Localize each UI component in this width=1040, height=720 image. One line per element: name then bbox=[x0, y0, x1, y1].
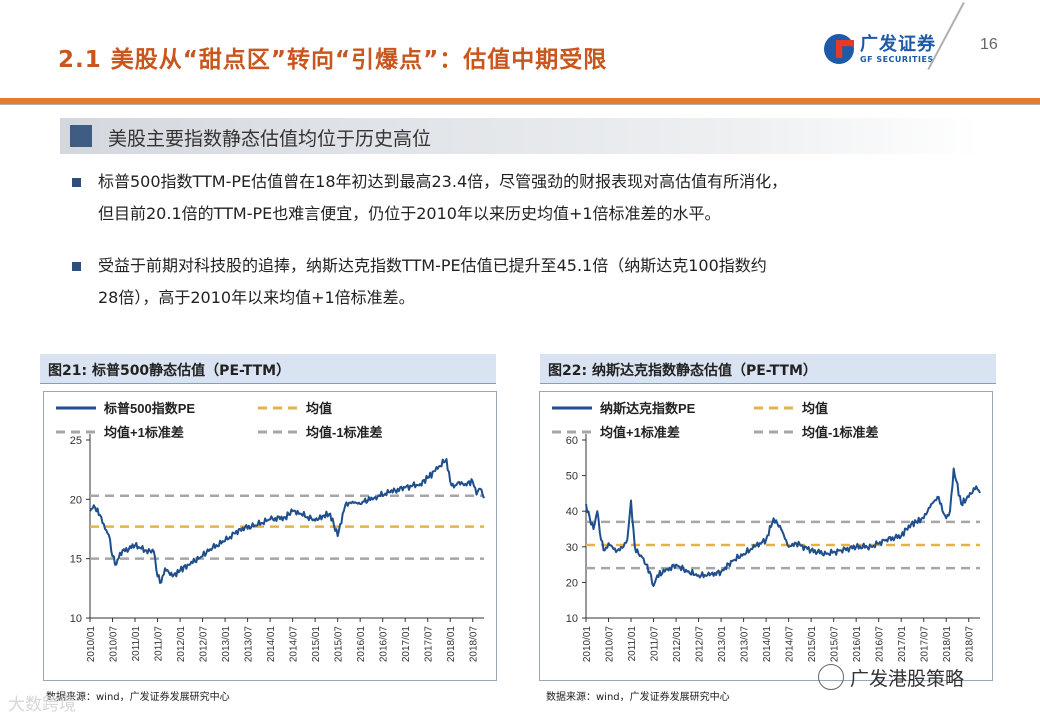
x-tick-label: 2016/07 bbox=[379, 626, 390, 663]
x-tick-label: 2018/07 bbox=[469, 626, 480, 663]
watermark-left: 大数跨境 bbox=[8, 695, 76, 715]
x-tick-label: 2011/01 bbox=[627, 626, 638, 662]
section-title: 美股主要指数静态估值均位于历史高位 bbox=[108, 128, 432, 150]
wechat-icon bbox=[818, 664, 844, 690]
y-tick-label: 10 bbox=[70, 613, 82, 625]
x-tick-label: 2014/07 bbox=[289, 626, 300, 663]
x-tick-label: 2012/01 bbox=[672, 626, 683, 663]
bullet-text-1: 标普500指数TTM-PE估值曾在18年初达到最高23.4倍，尽管强劲的财报表现… bbox=[98, 166, 998, 230]
header-accent-bar bbox=[0, 98, 1040, 105]
x-tick-label: 2011/07 bbox=[154, 626, 165, 662]
figure-21-title: 图21: 标普500静态估值（PE-TTM） bbox=[48, 363, 291, 379]
bullet-2-line-1: 受益于前期对科技股的追捧，纳斯达克指数TTM-PE估值已提升至45.1倍（纳斯达… bbox=[98, 256, 767, 275]
y-tick-label: 50 bbox=[566, 471, 578, 483]
y-tick-label: 10 bbox=[566, 613, 578, 625]
legend-label: 均值 bbox=[306, 401, 332, 416]
logo-chinese-text: 广发证券 bbox=[860, 34, 936, 55]
company-logo: 广发证券 GF SECURITIES bbox=[824, 28, 964, 74]
x-tick-label: 2015/07 bbox=[830, 626, 841, 663]
x-tick-label: 2014/07 bbox=[785, 626, 796, 663]
bullet-square-icon bbox=[72, 178, 81, 187]
gf-logo-icon bbox=[824, 34, 854, 64]
x-tick-label: 2015/01 bbox=[807, 626, 818, 663]
x-tick-label: 2015/01 bbox=[311, 626, 322, 663]
x-tick-label: 2017/07 bbox=[424, 626, 435, 663]
x-tick-label: 2015/07 bbox=[334, 626, 345, 663]
x-tick-label: 2010/07 bbox=[605, 626, 616, 663]
x-tick-label: 2011/07 bbox=[650, 626, 661, 662]
section-square-icon bbox=[70, 125, 92, 147]
x-tick-label: 2014/01 bbox=[762, 626, 773, 663]
x-tick-label: 2016/01 bbox=[852, 626, 863, 663]
x-tick-label: 2010/01 bbox=[582, 626, 593, 663]
legend-label: 均值-1标准差 bbox=[306, 425, 383, 440]
legend-label: 纳斯达克指数PE bbox=[600, 401, 696, 416]
x-tick-label: 2013/01 bbox=[717, 626, 728, 663]
x-tick-label: 2010/07 bbox=[109, 626, 120, 663]
y-tick-label: 40 bbox=[566, 506, 578, 518]
x-tick-label: 2010/01 bbox=[86, 626, 97, 663]
figure-21-chart-box: 标普500指数PE 均值均值+1标准差 均值-1标准差 10 15 20 25 2010/01… bbox=[43, 391, 497, 681]
logo-english-text: GF SECURITIES bbox=[860, 55, 934, 64]
x-tick-label: 2016/01 bbox=[356, 626, 367, 663]
page-title: 2.1 美股从“甜点区”转向“引爆点”：估值中期受限 bbox=[58, 47, 608, 73]
y-tick-label: 15 bbox=[70, 554, 82, 566]
legend-label: 均值+1标准差 bbox=[104, 425, 184, 440]
figure-22-source: 数据来源：wind，广发证券发展研究中心 bbox=[546, 692, 730, 703]
legend-label: 均值-1标准差 bbox=[802, 425, 879, 440]
x-tick-label: 2013/07 bbox=[740, 626, 751, 663]
bullet-1-line-2: 但目前20.1倍的TTM-PE也难言便宜，仍位于2010年以来历史均值+1倍标准… bbox=[98, 204, 721, 223]
bullet-square-icon bbox=[72, 262, 81, 271]
legend-label: 均值 bbox=[802, 401, 828, 416]
legend-label: 标普500指数PE bbox=[103, 401, 195, 416]
x-tick-label: 2012/07 bbox=[199, 626, 210, 663]
bullet-text-2: 受益于前期对科技股的追捧，纳斯达克指数TTM-PE估值已提升至45.1倍（纳斯达… bbox=[98, 250, 998, 314]
x-tick-label: 2013/07 bbox=[244, 626, 255, 663]
page-number: 16 bbox=[980, 36, 998, 53]
y-tick-label: 25 bbox=[70, 435, 82, 447]
y-tick-label: 60 bbox=[566, 435, 578, 447]
section-band bbox=[60, 118, 980, 154]
watermark-right: 广发港股策略 bbox=[850, 668, 965, 690]
figure-22-title: 图22: 纳斯达克指数静态估值（PE-TTM） bbox=[548, 363, 817, 379]
figure-21-source: 数据来源：wind，广发证券发展研究中心 bbox=[46, 692, 230, 703]
x-tick-label: 2018/01 bbox=[942, 626, 953, 663]
bullet-2-line-2: 28倍），高于2010年以来均值+1倍标准差。 bbox=[98, 288, 415, 307]
pe-series-line bbox=[89, 458, 485, 584]
x-tick-label: 2012/07 bbox=[695, 626, 706, 663]
figure-22-header bbox=[540, 354, 996, 384]
x-tick-label: 2017/07 bbox=[920, 626, 931, 663]
x-tick-label: 2012/01 bbox=[176, 626, 187, 663]
legend-label: 均值+1标准差 bbox=[600, 425, 680, 440]
figure-22-chart-box: 纳斯达克指数PE 均值均值+1标准差 均值-1标准差 10 20 30 40 50 60 2010… bbox=[539, 391, 993, 681]
y-tick-label: 30 bbox=[566, 542, 578, 554]
x-tick-label: 2018/01 bbox=[446, 626, 457, 663]
x-tick-label: 2017/01 bbox=[897, 626, 908, 663]
x-tick-label: 2013/01 bbox=[221, 626, 232, 663]
x-tick-label: 2017/01 bbox=[401, 626, 412, 663]
y-tick-label: 20 bbox=[70, 494, 82, 506]
pe-series-line bbox=[585, 467, 981, 587]
x-tick-label: 2016/07 bbox=[875, 626, 886, 663]
bullet-1-line-1: 标普500指数TTM-PE估值曾在18年初达到最高23.4倍，尽管强劲的财报表现… bbox=[98, 172, 788, 191]
y-tick-label: 20 bbox=[566, 577, 578, 589]
header-rule bbox=[0, 104, 1040, 105]
x-tick-label: 2011/01 bbox=[131, 626, 142, 662]
figure-21-header bbox=[40, 354, 496, 384]
x-tick-label: 2018/07 bbox=[965, 626, 976, 663]
x-tick-label: 2014/01 bbox=[266, 626, 277, 663]
